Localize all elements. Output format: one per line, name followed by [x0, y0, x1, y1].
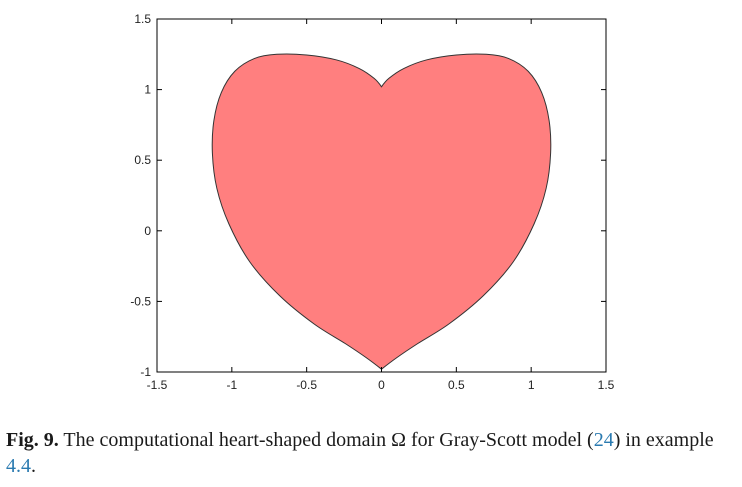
x-tick-label: 0 — [378, 378, 385, 392]
figure-label: Fig. 9. — [6, 429, 59, 451]
x-tick-label: 1 — [528, 378, 535, 392]
y-tick-label: 1.5 — [134, 12, 151, 26]
x-tick-label: 0.5 — [448, 378, 465, 392]
y-tick-label: 0 — [144, 224, 151, 238]
x-tick-labels: -1.5 -1 -0.5 0 0.5 1 1.5 — [147, 378, 615, 392]
equation-ref-link[interactable]: 24 — [593, 429, 614, 451]
x-tick-label: 1.5 — [598, 378, 615, 392]
x-tick-label: -1.5 — [147, 378, 168, 392]
y-tick-label: 0.5 — [134, 153, 151, 167]
y-tick-label: -0.5 — [130, 294, 151, 308]
x-tick-label: -0.5 — [296, 378, 317, 392]
figure-caption: Fig. 9. The computational heart-shaped d… — [6, 427, 736, 479]
example-ref-link[interactable]: 4.4 — [6, 455, 31, 477]
y-tick-labels: -1 -0.5 0 0.5 1 1.5 — [130, 12, 151, 379]
y-tick-label: -1 — [140, 365, 151, 379]
caption-text-2: ) in example — [613, 429, 714, 451]
figure-plot: -1.5 -1 -0.5 0 0.5 1 1.5 -1-0.500.511.5 — [130, 12, 615, 392]
caption-end: . — [31, 455, 36, 477]
caption-text: The computational heart-shaped domain Ω … — [63, 429, 594, 451]
x-tick-label: -1 — [226, 378, 237, 392]
y-tick-label: 1 — [144, 83, 151, 97]
plot-area-border — [156, 18, 607, 373]
